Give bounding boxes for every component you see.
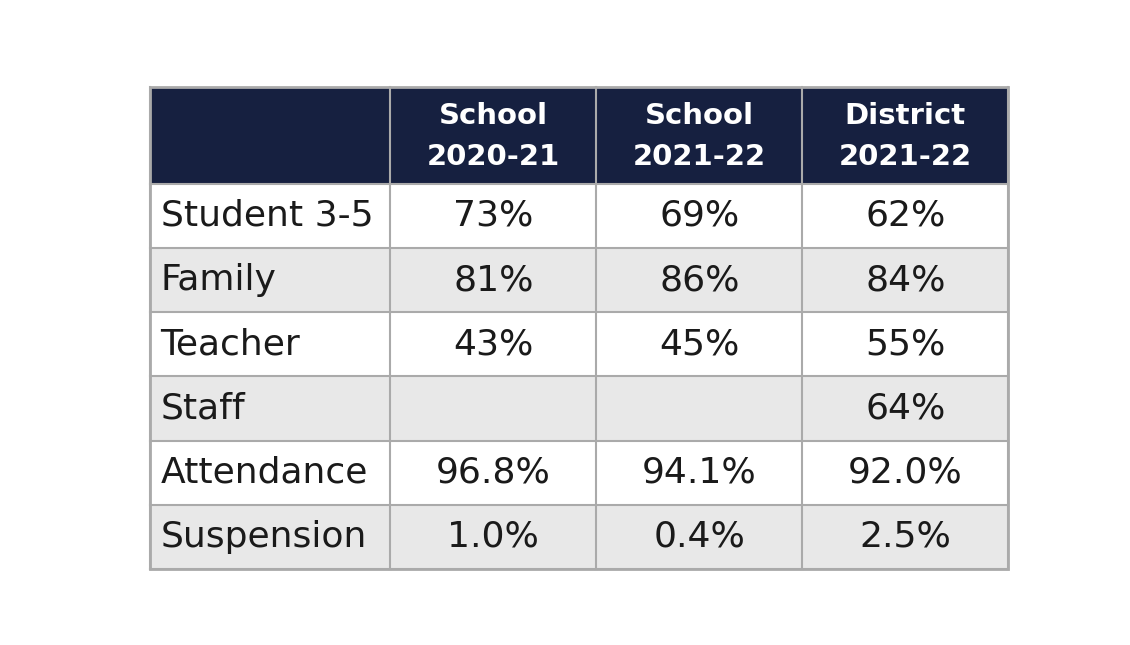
Text: 96.8%: 96.8%: [436, 456, 550, 490]
Text: Family: Family: [160, 263, 277, 297]
Text: 92.0%: 92.0%: [848, 456, 963, 490]
Bar: [597, 87, 802, 184]
Text: Teacher: Teacher: [160, 327, 301, 361]
Bar: [597, 312, 802, 377]
Bar: [802, 505, 1008, 569]
Text: 84%: 84%: [864, 263, 946, 297]
Bar: [150, 312, 390, 377]
Text: School: School: [438, 103, 548, 130]
Bar: [802, 248, 1008, 312]
Bar: [150, 87, 390, 184]
Text: 73%: 73%: [453, 199, 533, 233]
Text: 94.1%: 94.1%: [642, 456, 757, 490]
Bar: [150, 505, 390, 569]
Text: 0.4%: 0.4%: [653, 520, 745, 554]
Text: 86%: 86%: [659, 263, 739, 297]
Bar: [390, 505, 597, 569]
Text: 1.0%: 1.0%: [447, 520, 539, 554]
Bar: [390, 441, 597, 505]
Bar: [597, 184, 802, 248]
Text: 81%: 81%: [453, 263, 533, 297]
Text: School: School: [645, 103, 754, 130]
Text: 55%: 55%: [866, 327, 946, 361]
Bar: [150, 377, 390, 441]
Bar: [390, 312, 597, 377]
Bar: [150, 441, 390, 505]
Text: 2021-22: 2021-22: [838, 143, 972, 171]
Bar: [597, 505, 802, 569]
Bar: [802, 87, 1008, 184]
Text: 2020-21: 2020-21: [427, 143, 560, 171]
Text: 2.5%: 2.5%: [859, 520, 951, 554]
Bar: [597, 441, 802, 505]
Bar: [150, 248, 390, 312]
Text: Attendance: Attendance: [160, 456, 368, 490]
Bar: [390, 87, 597, 184]
Text: 64%: 64%: [866, 392, 946, 426]
Bar: [597, 377, 802, 441]
Text: 45%: 45%: [659, 327, 739, 361]
Text: 69%: 69%: [659, 199, 739, 233]
Bar: [390, 184, 597, 248]
Text: 2021-22: 2021-22: [633, 143, 766, 171]
Bar: [150, 184, 390, 248]
Text: 62%: 62%: [866, 199, 946, 233]
Text: 43%: 43%: [453, 327, 533, 361]
Bar: [802, 441, 1008, 505]
Bar: [597, 248, 802, 312]
Bar: [802, 312, 1008, 377]
Bar: [802, 377, 1008, 441]
Text: Suspension: Suspension: [160, 520, 367, 554]
Bar: [802, 184, 1008, 248]
Text: Student 3-5: Student 3-5: [160, 199, 373, 233]
Bar: [390, 377, 597, 441]
Bar: [390, 248, 597, 312]
Text: Staff: Staff: [160, 392, 245, 426]
Text: District: District: [845, 103, 966, 130]
